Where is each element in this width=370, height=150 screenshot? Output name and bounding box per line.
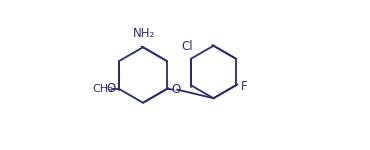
Text: F: F	[241, 80, 248, 93]
Text: O: O	[171, 83, 180, 96]
Text: Cl: Cl	[181, 40, 193, 53]
Text: O: O	[106, 82, 115, 95]
Text: NH₂: NH₂	[132, 27, 155, 40]
Text: CH₃: CH₃	[92, 84, 113, 94]
